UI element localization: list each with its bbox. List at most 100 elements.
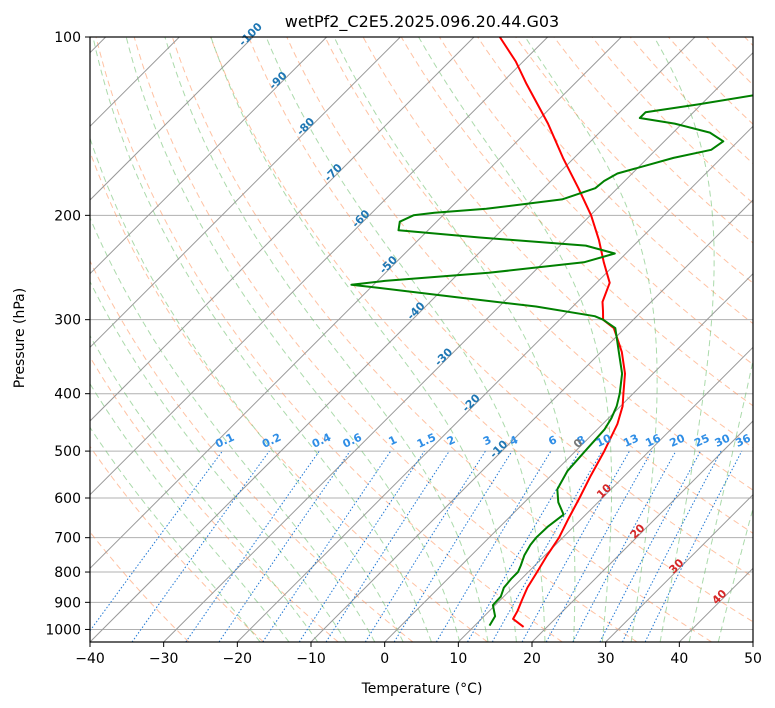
- mixing-ratio-line: [644, 450, 743, 642]
- x-tick-label: 40: [670, 651, 688, 667]
- isotherm-label: -80: [294, 115, 317, 138]
- y-tick-label: 100: [54, 30, 81, 46]
- moist-adiabat: [418, 37, 613, 642]
- dewpoint-profile: [350, 94, 753, 627]
- dry-adiabat: [210, 37, 753, 623]
- x-axis-label: Temperature (°C): [361, 681, 483, 697]
- moist-adiabat: [90, 280, 347, 642]
- mixing-ratio-line: [298, 450, 425, 642]
- isotherm-line: [90, 37, 328, 275]
- mixing-ratio-line: [435, 450, 552, 642]
- isotherm-label: -20: [460, 391, 483, 414]
- moist-adiabat: [524, 37, 658, 642]
- mixing-ratio-line: [545, 450, 653, 642]
- dry-adiabat: [90, 356, 339, 642]
- isotherm-label: -90: [266, 69, 289, 92]
- isotherm-label: -50: [377, 253, 400, 276]
- dry-adiabat: [591, 37, 753, 204]
- dry-adiabat: [477, 37, 753, 325]
- isotherm-label: -40: [404, 299, 427, 322]
- chart-title: wetPf2_C2E5.2025.096.20.44.G03: [285, 12, 559, 32]
- y-tick-label: 900: [54, 595, 81, 611]
- mixing-ratio-label: 6: [546, 433, 559, 448]
- temperature-profile: [498, 37, 626, 628]
- mixing-ratio-label: 0.4: [310, 431, 333, 451]
- isotherm-line: [90, 37, 622, 570]
- dry-adiabat: [744, 37, 753, 47]
- x-tick-label: 0: [380, 651, 389, 667]
- isotherm-line: [310, 199, 753, 642]
- isotherm-label: 20: [628, 521, 648, 541]
- moist-adiabat: [90, 334, 319, 642]
- isotherm-line: [384, 272, 753, 642]
- mixing-ratio-line: [262, 450, 392, 642]
- moist-adiabat: [265, 37, 546, 642]
- mixing-ratio-line: [90, 450, 223, 632]
- x-tick-label: 10: [449, 651, 467, 667]
- isotherm-line: [605, 493, 753, 642]
- mixing-ratio-label: 10: [594, 431, 614, 449]
- moist-adiabat: [653, 37, 715, 642]
- moist-adiabat: [688, 358, 753, 642]
- isotherm-label: 30: [666, 556, 686, 576]
- moist-adiabat: [717, 506, 753, 642]
- mixing-ratio-label: 16: [643, 431, 663, 449]
- mixing-ratio-label: 2: [445, 433, 457, 448]
- isotherm-line: [90, 37, 401, 349]
- isotherm-line: [236, 125, 753, 642]
- x-tick-label: 20: [523, 651, 541, 667]
- y-tick-label: 800: [54, 565, 81, 581]
- y-tick-label: 600: [54, 491, 81, 507]
- mixing-ratio-label: 1.5: [415, 431, 438, 451]
- dry-adiabat: [324, 37, 753, 491]
- dry-adiabat: [515, 37, 753, 284]
- isotherm-line: [90, 37, 696, 642]
- mixing-ratio-label: 20: [668, 431, 688, 449]
- dry-adiabat: [248, 37, 753, 578]
- isotherm-line: [90, 37, 254, 201]
- x-tick-label: −40: [75, 651, 105, 667]
- dry-adiabat: [90, 531, 190, 642]
- dry-adiabat: [133, 37, 638, 642]
- isotherm-line: [752, 641, 753, 642]
- y-axis-label: Pressure (hPa): [12, 288, 28, 388]
- x-tick-label: 30: [597, 651, 615, 667]
- x-tick-label: −30: [149, 651, 179, 667]
- dry-adiabat: [706, 37, 753, 86]
- isotherm-label: -100: [236, 20, 265, 49]
- y-tick-label: 200: [54, 208, 81, 224]
- dry-adiabat: [90, 445, 264, 642]
- moist-adiabat: [210, 37, 517, 642]
- mixing-ratio-line: [325, 450, 450, 642]
- y-tick-label: 400: [54, 387, 81, 403]
- isotherm-label: 40: [709, 587, 729, 607]
- plot-area: [90, 37, 753, 642]
- mixing-ratio-label: 0.6: [341, 431, 364, 451]
- y-tick-label: 700: [54, 531, 81, 547]
- mixing-ratio-label: 36: [733, 431, 753, 449]
- mixing-ratio-line: [218, 450, 351, 642]
- mixing-ratio-line: [521, 450, 630, 642]
- dry-adiabat: [171, 37, 712, 642]
- isotherm-line: [531, 420, 753, 642]
- mixing-ratio-label: 25: [692, 432, 711, 450]
- mixing-ratio-label: 13: [621, 432, 640, 450]
- moist-adiabat: [90, 382, 290, 642]
- dry-adiabat: [286, 37, 753, 534]
- moist-adiabat: [90, 426, 261, 642]
- isotherm-line: [163, 51, 753, 642]
- moist-adiabat: [125, 37, 461, 642]
- mixing-ratio-line: [131, 450, 270, 642]
- isotherm-label: -30: [432, 345, 455, 368]
- isotherm-line: [457, 346, 753, 642]
- moist-adiabat: [92, 37, 432, 642]
- plot-frame: [89, 36, 754, 643]
- moist-adiabat: [90, 136, 404, 642]
- x-tick-label: −10: [296, 651, 326, 667]
- x-tick-label: −20: [223, 651, 253, 667]
- mixing-ratio-line: [393, 450, 513, 642]
- mixing-ratio-label: 1: [387, 433, 399, 448]
- y-tick-label: 500: [54, 444, 81, 460]
